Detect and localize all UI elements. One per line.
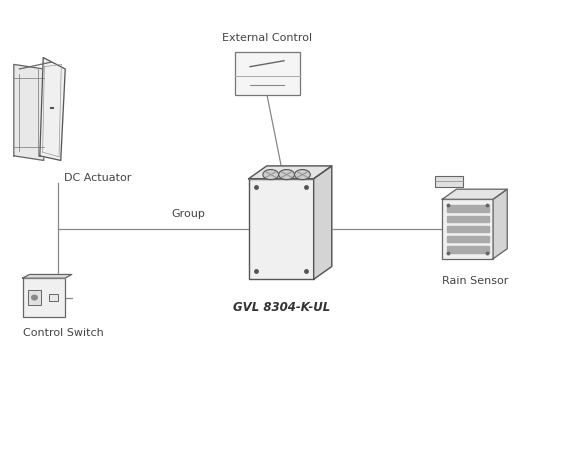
Ellipse shape [295, 170, 310, 180]
Bar [235, 53, 299, 96]
Polygon shape [40, 58, 65, 161]
Ellipse shape [263, 170, 279, 180]
Polygon shape [447, 236, 488, 243]
Polygon shape [447, 216, 488, 223]
Text: Rain Sensor: Rain Sensor [441, 275, 508, 285]
Polygon shape [23, 275, 72, 279]
Polygon shape [447, 226, 488, 233]
Polygon shape [447, 206, 488, 212]
Polygon shape [493, 190, 507, 259]
Bar [249, 179, 314, 280]
Polygon shape [442, 190, 507, 200]
Bar [28, 291, 41, 305]
Ellipse shape [279, 170, 295, 180]
Text: DC Actuator: DC Actuator [64, 173, 131, 182]
Bar [442, 200, 493, 259]
Polygon shape [249, 167, 332, 179]
Polygon shape [14, 65, 44, 161]
Bar [23, 279, 65, 317]
Text: GVL 8304-K-UL: GVL 8304-K-UL [232, 300, 330, 313]
Text: Control Switch: Control Switch [23, 327, 103, 337]
Bar [435, 176, 463, 188]
Circle shape [32, 296, 37, 300]
Text: External Control: External Control [222, 33, 312, 43]
Polygon shape [447, 247, 488, 253]
Polygon shape [314, 167, 332, 280]
Text: Group: Group [171, 208, 205, 218]
Bar [49, 294, 59, 302]
